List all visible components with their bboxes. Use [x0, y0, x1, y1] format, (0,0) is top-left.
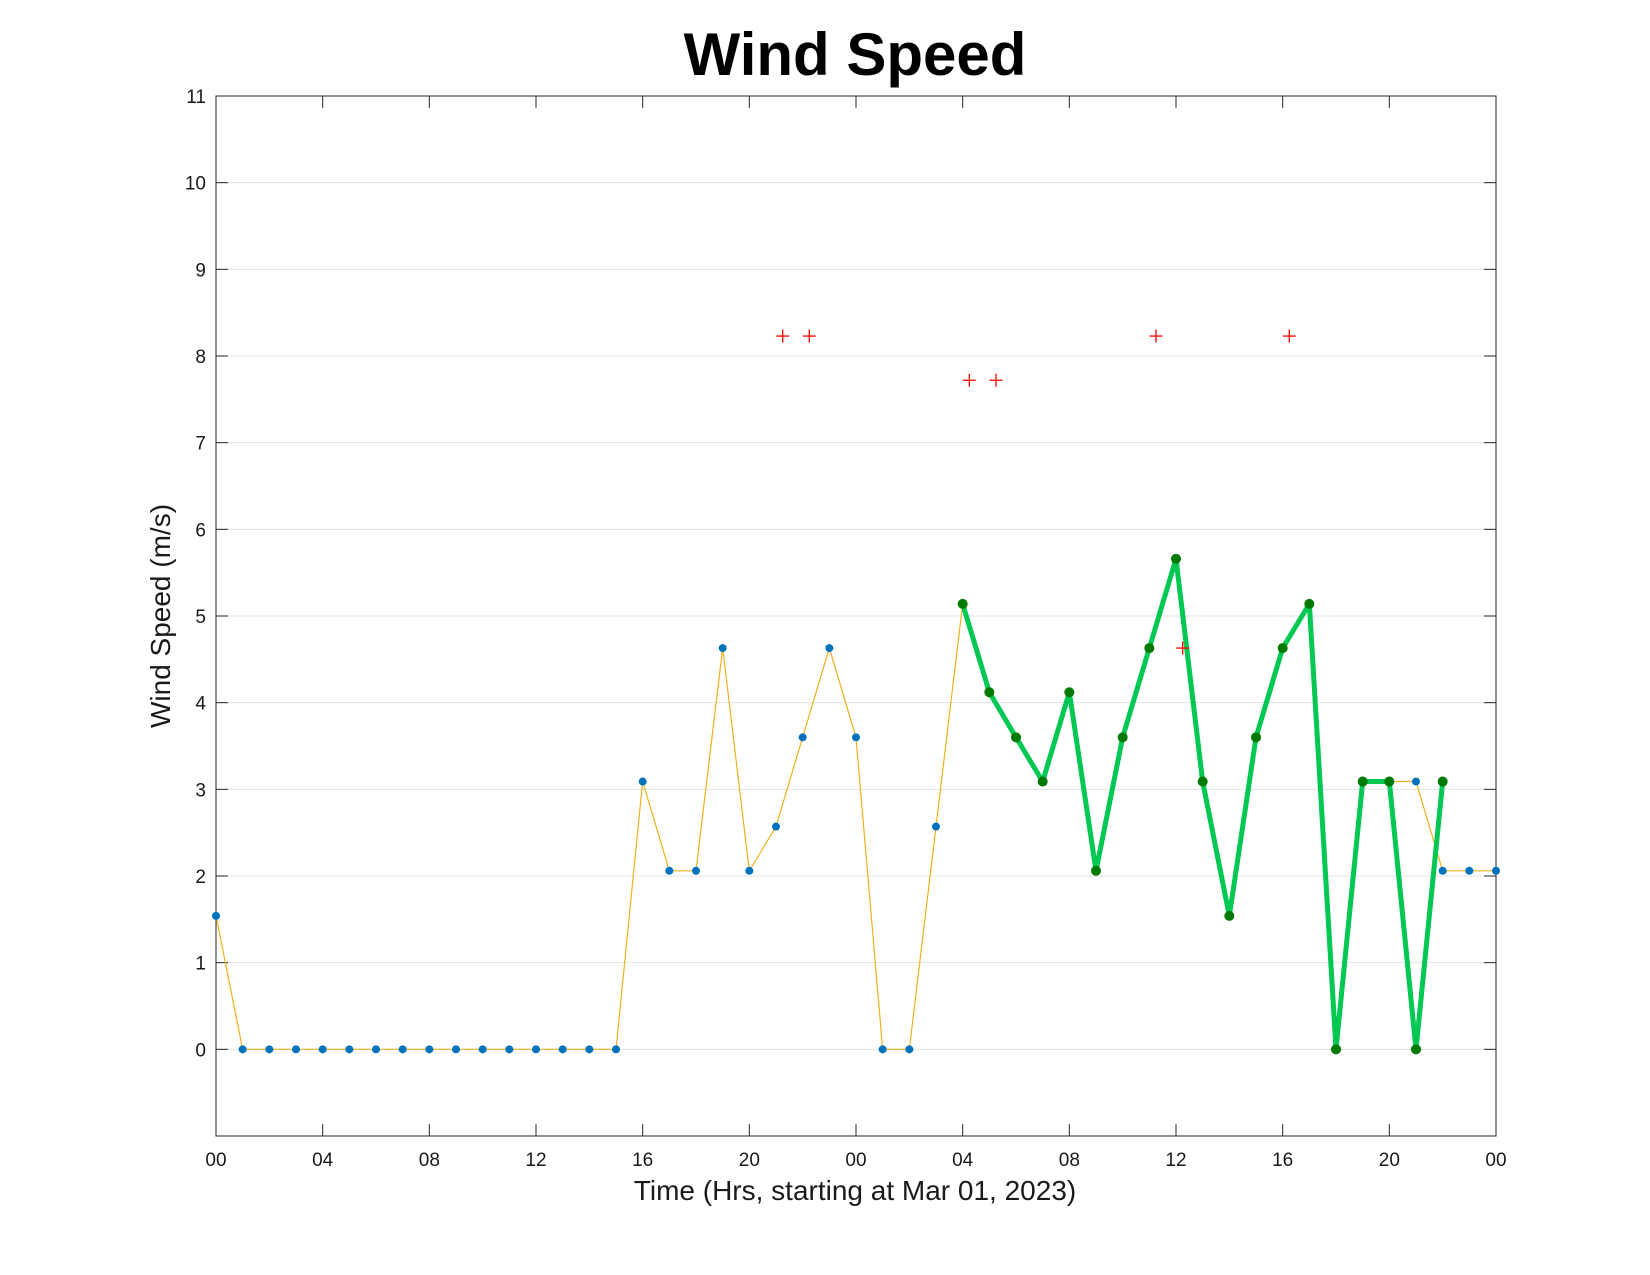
series-thick-point — [1437, 776, 1448, 787]
y-tick-label: 1 — [195, 954, 206, 975]
y-tick-label: 7 — [195, 434, 206, 455]
y-tick-label: 8 — [195, 347, 206, 368]
x-tick-label: 12 — [1165, 1150, 1186, 1171]
y-tick-label: 11 — [186, 87, 206, 108]
x-tick-label: 20 — [739, 1150, 760, 1171]
series-thick-point — [1171, 553, 1181, 564]
series-thin-point — [1465, 866, 1474, 875]
axis-ticks — [215, 95, 1497, 1136]
series-thin-point — [772, 822, 780, 831]
series-thick-point — [957, 598, 968, 609]
series-thin-point — [905, 1045, 914, 1054]
series-thin-point — [1492, 866, 1500, 875]
series-thin-point — [692, 866, 700, 875]
y-axis-label: Wind Speed (m/s) — [145, 504, 176, 728]
series-thick-point — [1197, 776, 1208, 787]
x-tick-label: 08 — [1059, 1150, 1080, 1171]
series-thin-point — [852, 733, 860, 742]
series-thick-point — [1117, 732, 1128, 743]
gridlines — [216, 95, 1496, 1050]
series-thin-point — [318, 1045, 327, 1054]
plus-marker — [1149, 329, 1163, 343]
series-thick-point — [984, 687, 995, 698]
x-tick-label: 08 — [419, 1150, 440, 1171]
x-tick-label: 16 — [1272, 1150, 1293, 1171]
series-thin-line — [215, 603, 964, 1050]
x-axis-label: Time (Hrs, starting at Mar 01, 2023) — [634, 1175, 1076, 1206]
plus-marker — [1176, 641, 1190, 655]
series-thin-point — [292, 1045, 300, 1054]
series-thick-point — [1331, 1044, 1341, 1055]
series-thick-line — [960, 556, 1446, 1052]
x-tick-label: 00 — [205, 1150, 226, 1171]
series-thick-point — [1064, 687, 1075, 698]
plus-marker — [1282, 329, 1296, 343]
plus-marker — [802, 329, 816, 343]
x-tick-label: 12 — [525, 1150, 546, 1171]
series-thin-point — [585, 1045, 594, 1054]
y-tick-label: 6 — [195, 520, 206, 541]
y-tick-label: 9 — [195, 260, 206, 281]
series-thick-point — [1384, 776, 1395, 787]
series-thick-point — [1011, 732, 1021, 743]
series-thin-point — [798, 733, 807, 742]
data-series — [212, 329, 1500, 1055]
series-thin-point — [478, 1045, 487, 1054]
series-thin-point — [718, 644, 727, 653]
series-thin-point — [665, 866, 674, 875]
y-tick-label: 0 — [195, 1040, 206, 1061]
series-thin-point — [1412, 777, 1420, 786]
series-thin-point — [558, 1045, 567, 1054]
series-thin-point — [638, 777, 647, 786]
y-tick-labels: 0 1 2 3 4 5 6 7 8 9 10 11 — [185, 87, 207, 1061]
series-thin-point — [372, 1045, 380, 1054]
x-tick-label: 00 — [845, 1150, 866, 1171]
chart-title: Wind Speed — [684, 21, 1027, 88]
series-thick-point — [1277, 643, 1288, 654]
y-tick-label: 3 — [195, 780, 206, 801]
series-thin-point — [878, 1045, 887, 1054]
series-thick-point — [1144, 643, 1155, 654]
series-thin-point — [932, 822, 940, 831]
y-tick-label: 10 — [185, 174, 206, 195]
series-thin-point — [212, 911, 220, 920]
plus-marker — [776, 329, 790, 343]
series-thin-point — [452, 1045, 460, 1054]
series-thin-point — [532, 1045, 540, 1054]
series-thick-point — [1091, 865, 1101, 876]
series-thin-point — [345, 1045, 354, 1054]
series-thin-point — [425, 1045, 434, 1054]
series-thin-point — [745, 866, 754, 875]
series-thin-point — [398, 1045, 407, 1054]
series-thin-point — [505, 1045, 514, 1054]
x-tick-label: 04 — [312, 1150, 334, 1171]
x-tick-label: 20 — [1379, 1150, 1400, 1171]
x-tick-label: 16 — [632, 1150, 653, 1171]
series-thick-point — [1411, 1044, 1421, 1055]
series-thick-point — [1357, 776, 1368, 787]
series-thick-point — [1037, 776, 1048, 787]
series-thin-point — [612, 1045, 620, 1054]
plus-marker — [962, 373, 976, 387]
series-thin-point — [238, 1045, 247, 1054]
x-tick-labels: 00 04 08 12 16 20 00 04 08 12 16 20 00 — [205, 1150, 1506, 1171]
series-thin-point — [1438, 866, 1447, 875]
x-tick-label: 00 — [1485, 1150, 1506, 1171]
series-thick-point — [1251, 732, 1261, 743]
series-thin-point — [825, 644, 834, 653]
y-tick-label: 4 — [195, 694, 206, 715]
series-thick-point — [1224, 910, 1235, 921]
y-tick-label: 2 — [195, 867, 206, 888]
series-thin-point — [265, 1045, 274, 1054]
series-thick-point — [1304, 598, 1315, 609]
x-tick-label: 04 — [952, 1150, 974, 1171]
y-tick-label: 5 — [195, 607, 206, 628]
plus-marker — [989, 373, 1003, 387]
